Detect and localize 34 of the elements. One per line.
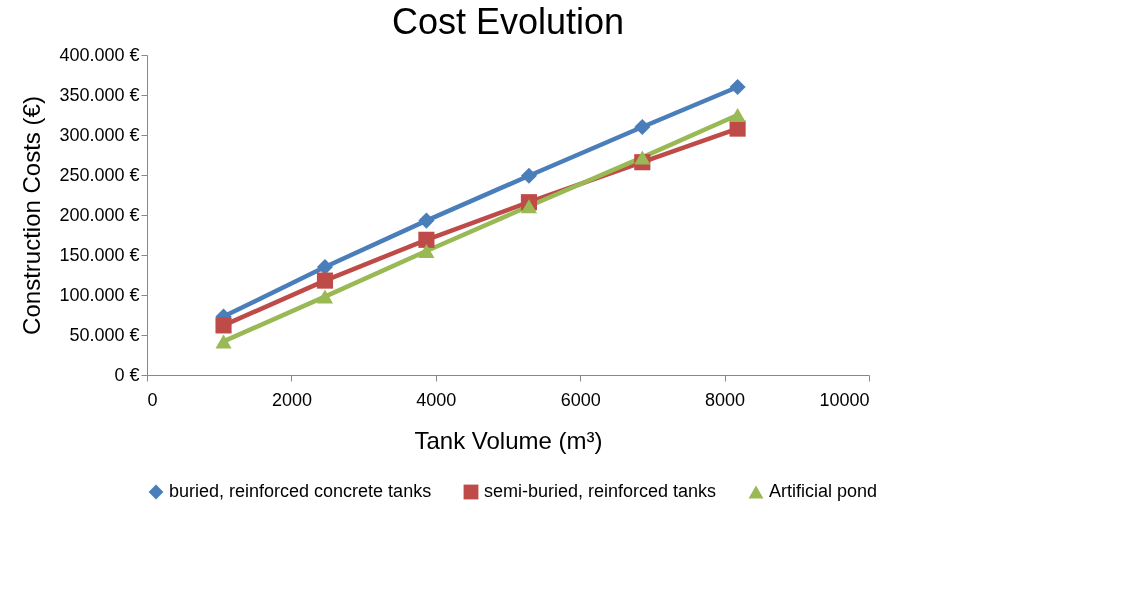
legend-label: semi-buried, reinforced tanks xyxy=(484,481,717,501)
x-tick-label: 4000 xyxy=(416,389,457,410)
y-tick-label: 50.000 € xyxy=(69,324,140,345)
y-tick-label: 150.000 € xyxy=(59,244,140,265)
y-tick-label: 100.000 € xyxy=(59,284,140,305)
point xyxy=(729,108,746,122)
x-tick-label: 2000 xyxy=(271,389,312,410)
y-tick-label: 300.000 € xyxy=(59,124,140,145)
legend-label: Artificial pond xyxy=(769,481,878,501)
y-tick-label: 0 € xyxy=(114,364,140,385)
y-tick-label: 350.000 € xyxy=(59,84,140,105)
point xyxy=(418,212,435,229)
x-tick-label: 0 xyxy=(147,389,158,410)
point xyxy=(418,231,435,248)
y-tick-label: 400.000 € xyxy=(59,44,140,65)
chart-title: Cost Evolution xyxy=(391,1,625,42)
point xyxy=(729,78,746,96)
y-tick-label: 200.000 € xyxy=(59,204,140,225)
legend-label: buried, reinforced concrete tanks xyxy=(169,481,432,501)
point xyxy=(634,150,651,165)
point xyxy=(520,167,537,184)
x-tick-label: 6000 xyxy=(560,389,601,410)
point xyxy=(215,334,232,349)
point xyxy=(520,199,537,214)
x-tick-label: 10000 xyxy=(819,389,870,410)
x-axis-title: Tank Volume (m³) xyxy=(414,426,603,454)
point xyxy=(316,289,334,304)
point xyxy=(215,317,232,334)
y-tick-label: 250.000 € xyxy=(59,164,140,185)
point xyxy=(634,118,651,136)
y-axis-title: Construction Costs (€) xyxy=(18,96,46,335)
point xyxy=(316,272,334,289)
x-tick-label: 8000 xyxy=(705,389,746,410)
point xyxy=(418,244,435,258)
